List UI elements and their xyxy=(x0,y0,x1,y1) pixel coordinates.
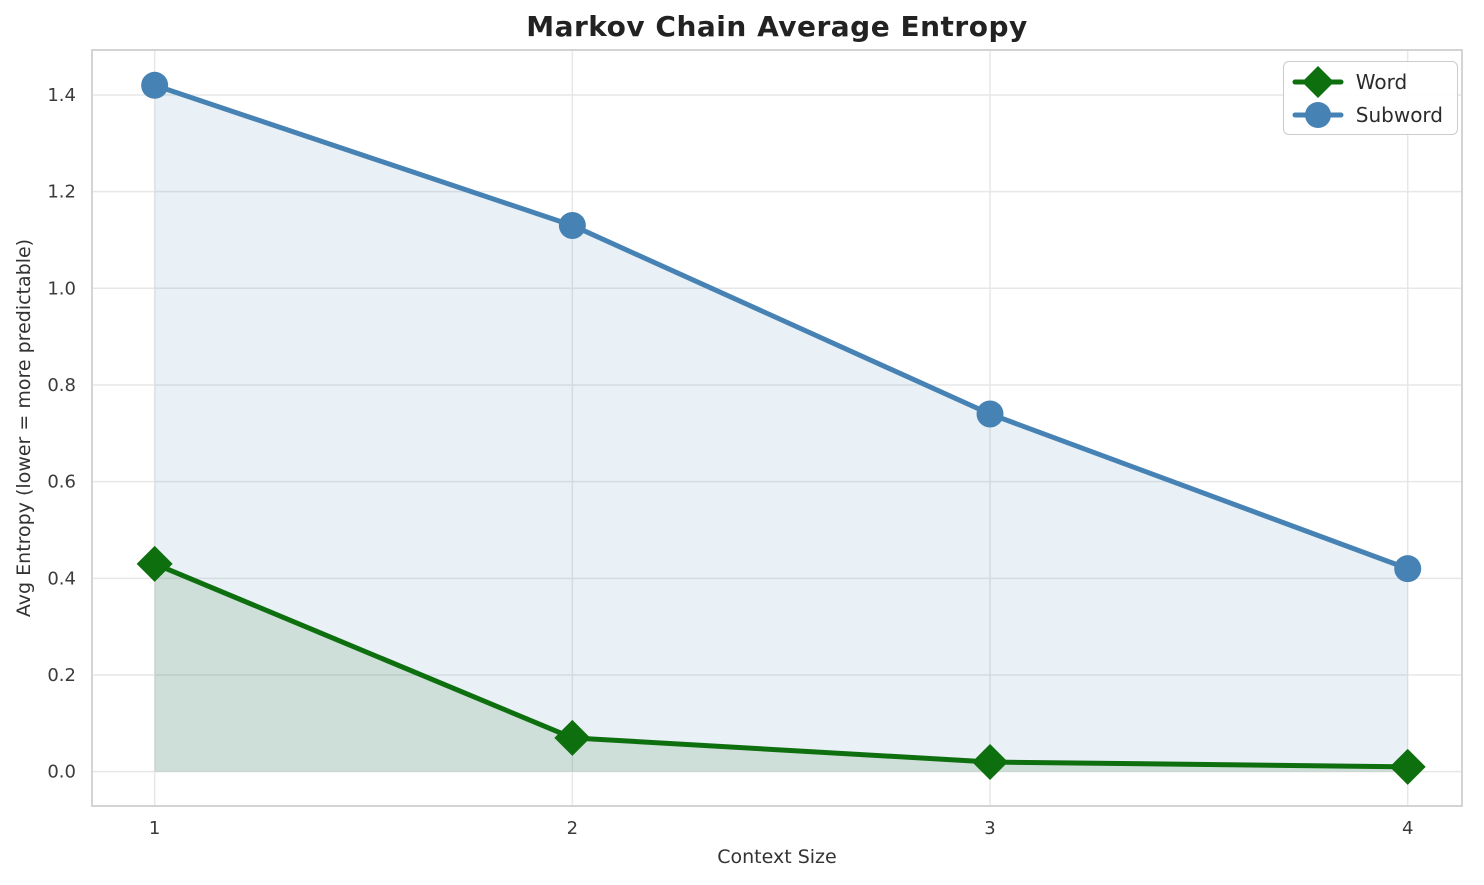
subword-area-fill xyxy=(154,85,1408,772)
word-marker xyxy=(972,744,1009,781)
word-marker-icon xyxy=(1292,65,1344,98)
y-tick-label: 0.4 xyxy=(47,568,76,589)
y-tick-label: 0.8 xyxy=(47,375,76,396)
subword-line xyxy=(152,82,1411,572)
word-line xyxy=(152,561,1411,770)
word-marker xyxy=(554,719,591,756)
subword-marker xyxy=(558,211,586,239)
y-tick-label: 1.2 xyxy=(47,182,76,203)
legend-label-word: Word xyxy=(1355,69,1408,94)
x-tick-label: 3 xyxy=(984,818,995,839)
subword-marker xyxy=(976,400,1004,428)
chart-title: Markov Chain Average Entropy xyxy=(526,10,1028,43)
legend-label-subword: Subword xyxy=(1355,102,1443,127)
y-tick-label: 1.4 xyxy=(47,85,76,106)
x-tick-label: 1 xyxy=(149,818,160,839)
plot-border xyxy=(91,49,1463,807)
subword-marker-icon xyxy=(1292,101,1344,128)
subword-marker xyxy=(141,71,169,99)
x-axis-label: Context Size xyxy=(717,846,837,868)
legend-item-subword: Subword xyxy=(1292,98,1443,131)
x-tick-label: 4 xyxy=(1402,818,1413,839)
word-marker xyxy=(1389,748,1426,785)
y-tick-label: 0.6 xyxy=(47,472,76,493)
y-axis-label: Avg Entropy (lower = more predictable) xyxy=(13,238,35,618)
legend-item-word: Word xyxy=(1292,65,1443,98)
subword-marker xyxy=(1394,555,1422,583)
y-tick-label: 0.2 xyxy=(47,665,76,686)
y-tick-label: 0.0 xyxy=(47,762,76,783)
word-area-fill xyxy=(154,563,1408,772)
plot-background xyxy=(92,50,1462,806)
legend: Word Subword xyxy=(1282,61,1458,135)
x-tick-label: 2 xyxy=(567,818,578,839)
y-tick-label: 1.0 xyxy=(47,278,76,299)
word-marker xyxy=(136,545,173,582)
